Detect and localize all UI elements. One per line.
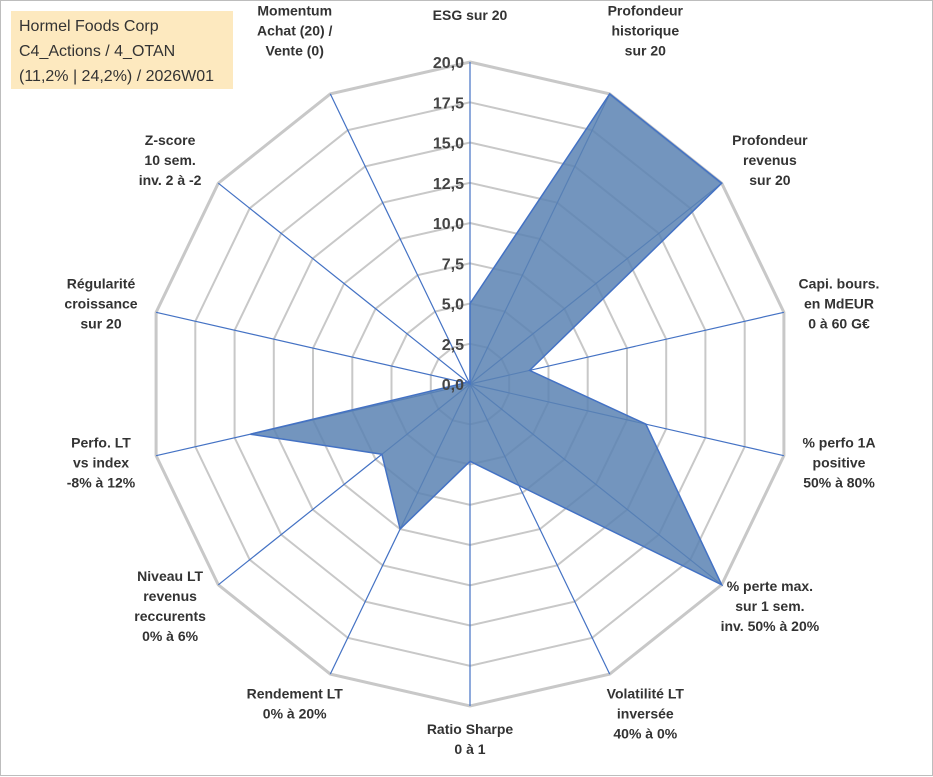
axis-label: Volatilité LT inversée 40% à 0%: [607, 686, 685, 742]
axis-label-line: Vente (0): [266, 43, 324, 59]
axis-label-line: Ratio Sharpe: [427, 721, 514, 737]
tick-label: 2,5: [442, 337, 464, 354]
axis-label-line: sur 20: [625, 43, 666, 59]
axis-label-line: inversée: [617, 706, 674, 722]
axis-label: Z-score 10 sem. inv. 2 à -2: [139, 132, 202, 188]
axis-label-line: sur 1 sem.: [735, 598, 804, 614]
info-box: Hormel Foods Corp C4_Actions / 4_OTAN (1…: [11, 11, 233, 89]
tick-label: 17,5: [433, 95, 464, 112]
tick-label: 10,0: [433, 216, 464, 233]
axis-label-line: historique: [611, 23, 679, 39]
axis-label-line: 0% à 6%: [142, 628, 199, 644]
axis-spoke: [217, 182, 471, 385]
radial-tick-labels: 0,0 2,5 5,0 7,5 10,0 12,5 15,0 17,5 20,0: [433, 55, 464, 394]
axis-label-line: ESG sur 20: [433, 7, 508, 23]
axis-label-line: 10 sem.: [144, 152, 195, 168]
axis-label: Ratio Sharpe 0 à 1: [427, 721, 514, 757]
axis-label-line: 0 à 60 G€: [808, 315, 870, 331]
axis-label-line: en MdEUR: [804, 295, 874, 311]
axis-label: Momentum Achat (20) / Vente (0): [257, 3, 333, 59]
axis-label-line: Volatilité LT: [607, 686, 685, 702]
axis-label-line: % perte max.: [727, 578, 813, 594]
stats-period: (11,2% | 24,2%) / 2026W01: [19, 68, 215, 85]
axis-label-line: 50% à 80%: [803, 475, 875, 491]
axis-label-line: Note: [454, 1, 485, 3]
axis-label-line: Z-score: [145, 132, 196, 148]
axis-label-line: revenus: [743, 152, 797, 168]
axis-label-line: Perfo. LT: [71, 435, 131, 451]
axis-label-line: 40% à 0%: [613, 726, 677, 742]
tick-label: 15,0: [433, 136, 464, 153]
tick-label: 5,0: [442, 297, 464, 314]
axis-label-line: Achat (20) /: [257, 23, 333, 39]
axis-label-line: 0% à 20%: [263, 706, 327, 722]
axis-label-line: 0 à 1: [454, 741, 485, 757]
axis-label-line: reccurents: [134, 608, 206, 624]
tick-label: 0,0: [442, 377, 464, 394]
axis-label-line: Capi. bours.: [799, 275, 880, 291]
axis-label-line: sur 20: [80, 315, 121, 331]
axis-label-line: Profondeur: [608, 3, 684, 19]
axis-label: % perfo 1A positive 50% à 80%: [802, 435, 875, 491]
tick-label: 12,5: [433, 176, 464, 193]
tick-label: 20,0: [433, 55, 464, 72]
axis-label-line: vs index: [73, 455, 129, 471]
axis-label-line: positive: [813, 455, 866, 471]
axis-label-line: revenus: [143, 588, 197, 604]
series-area: [250, 92, 724, 587]
axis-label-line: % perfo 1A: [802, 435, 875, 451]
axis-spoke: [329, 93, 471, 385]
axis-label: Niveau LT revenus reccurents 0% à 6%: [134, 568, 206, 644]
axis-spoke: [155, 311, 471, 385]
axis-label-line: Profondeur: [732, 132, 808, 148]
axis-labels: Note ESG sur 20 Profondeur historique sur 20…: [64, 1, 879, 757]
axis-label: Profondeur revenus sur 20: [732, 132, 808, 188]
axis-label: % perte max. sur 1 sem. inv. 50% à 20%: [721, 578, 820, 634]
axis-label-line: Rendement LT: [247, 686, 344, 702]
radar-series: [250, 92, 724, 587]
axis-label: Note ESG sur 20: [433, 1, 508, 23]
axis-label-line: inv. 2 à -2: [139, 172, 202, 188]
axis-label-line: sur 20: [749, 172, 790, 188]
company-name: Hormel Foods Corp: [19, 18, 159, 35]
axis-label-line: -8% à 12%: [67, 475, 136, 491]
axis-label: Perfo. LT vs index -8% à 12%: [67, 435, 136, 491]
axis-label-line: croissance: [64, 295, 137, 311]
axis-label-line: Niveau LT: [137, 568, 203, 584]
portfolio-category: C4_Actions / 4_OTAN: [19, 43, 176, 60]
axis-label: Profondeur historique sur 20: [608, 3, 684, 59]
axis-label: Capi. bours. en MdEUR 0 à 60 G€: [799, 275, 880, 331]
axis-label-line: Régularité: [67, 275, 136, 291]
axis-label: Régularité croissance sur 20: [64, 275, 137, 331]
axis-label-line: Momentum: [257, 3, 332, 19]
tick-label: 7,5: [442, 256, 464, 273]
axis-label: Rendement LT 0% à 20%: [247, 686, 344, 722]
axis-label-line: inv. 50% à 20%: [721, 618, 820, 634]
